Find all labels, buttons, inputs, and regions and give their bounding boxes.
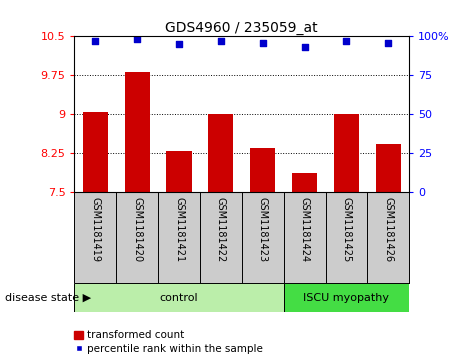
Bar (166, 151, 192, 192)
Text: GSM1181419: GSM1181419 (90, 197, 100, 262)
Point (92, 38, 99, 44)
Legend: transformed count, percentile rank within the sample: transformed count, percentile rank withi… (70, 326, 267, 358)
Bar (334, 114, 359, 192)
Text: GSM1181420: GSM1181420 (132, 197, 142, 262)
Point (385, 40, 392, 45)
Bar (74, 283, 284, 312)
Point (343, 38, 350, 44)
Bar (208, 114, 233, 192)
Bar (125, 72, 150, 192)
Point (217, 38, 225, 44)
Text: GSM1181421: GSM1181421 (174, 197, 184, 262)
Text: GSM1181426: GSM1181426 (383, 197, 393, 262)
Bar (83, 112, 108, 192)
Bar (376, 144, 401, 192)
Point (175, 41, 183, 47)
Bar (292, 173, 317, 192)
Point (301, 44, 308, 50)
Bar (284, 283, 409, 312)
Point (259, 40, 266, 45)
Title: GDS4960 / 235059_at: GDS4960 / 235059_at (166, 21, 318, 35)
Text: ISCU myopathy: ISCU myopathy (304, 293, 389, 303)
Text: disease state ▶: disease state ▶ (5, 293, 91, 303)
Text: GSM1181423: GSM1181423 (258, 197, 268, 262)
Point (133, 37, 141, 42)
Text: GSM1181422: GSM1181422 (216, 197, 226, 262)
Text: GSM1181424: GSM1181424 (299, 197, 310, 262)
Text: control: control (159, 293, 199, 303)
Bar (250, 148, 275, 192)
Text: GSM1181425: GSM1181425 (341, 197, 352, 262)
